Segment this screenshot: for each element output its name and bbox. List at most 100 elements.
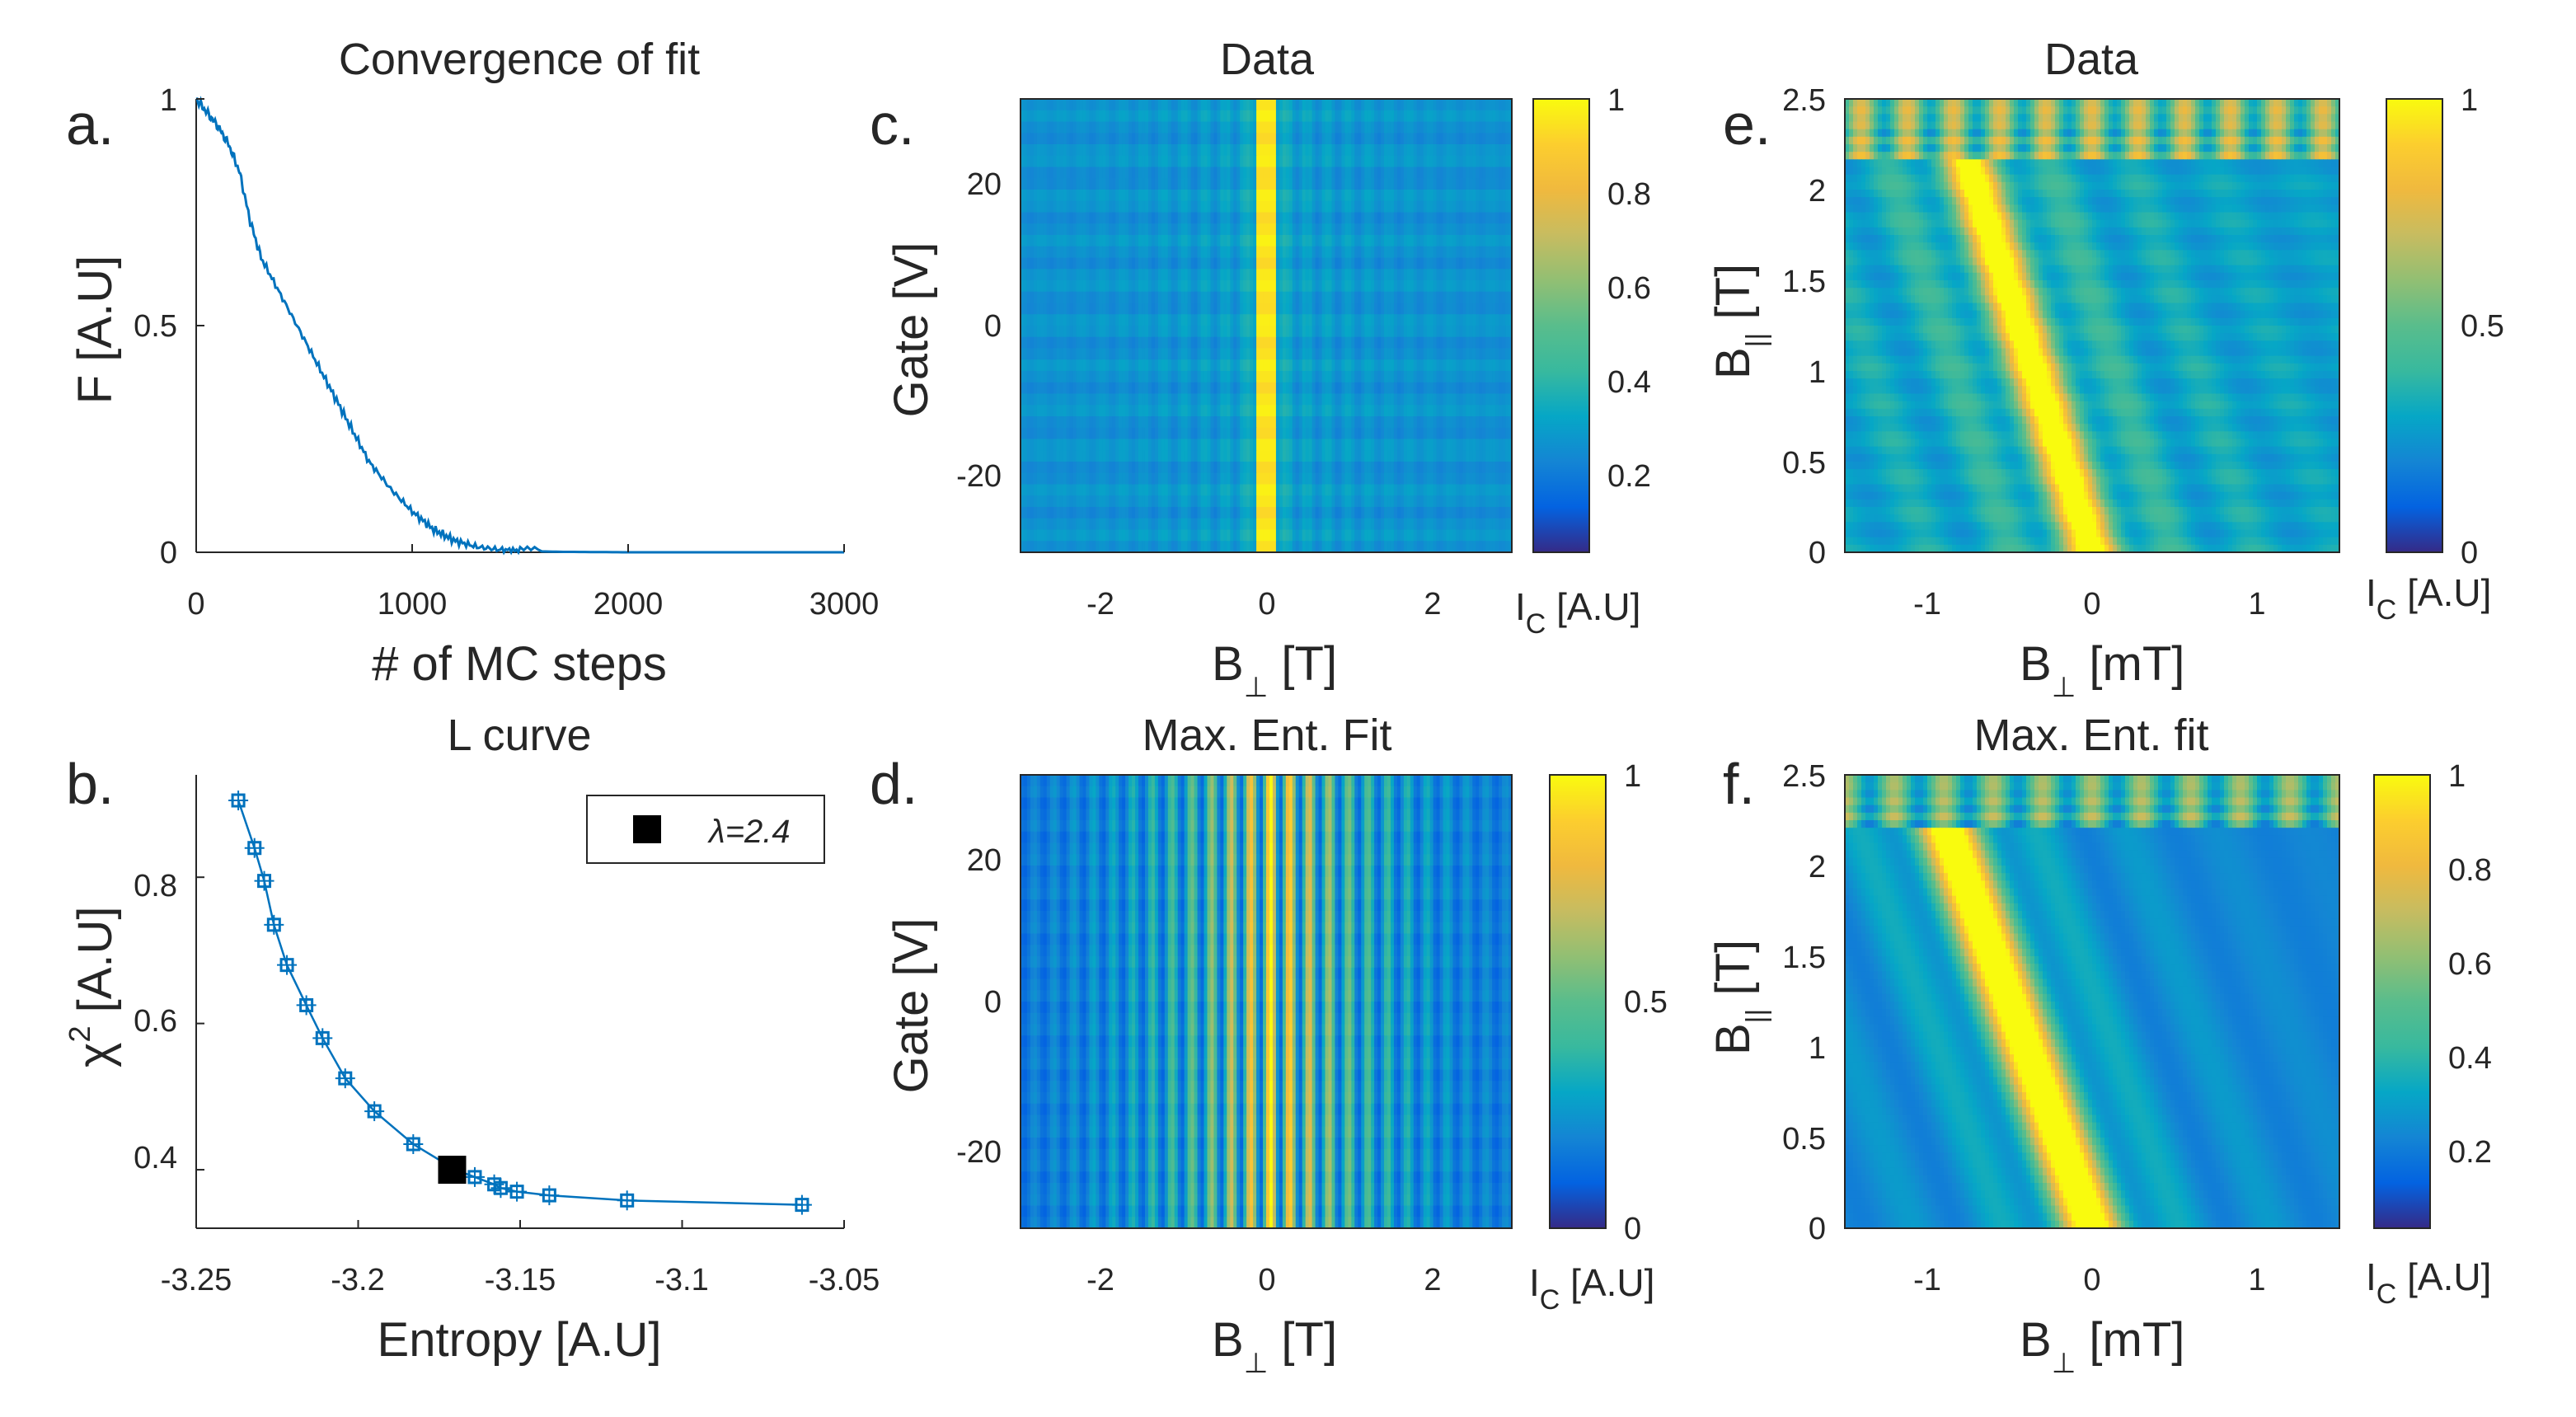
hm-c-cell: [1292, 269, 1297, 281]
hm-c-cell: [1272, 371, 1277, 383]
hm-c-cell: [1288, 200, 1293, 213]
hm-c-cell: [1288, 110, 1293, 123]
hm-c-cell: [1089, 336, 1094, 350]
hm-c-cell: [1479, 382, 1483, 395]
hm-c-cell: [1144, 178, 1149, 190]
hm-c-cell: [1266, 303, 1270, 315]
hm-c-cell: [1338, 167, 1342, 179]
hm-c-cell: [1341, 144, 1345, 157]
hm-c-cell: [1423, 382, 1428, 395]
hm-c-cell: [1348, 303, 1352, 315]
hm-c-cell: [1368, 235, 1372, 247]
hm-c-cell: [1338, 336, 1342, 350]
hm-c-cell: [1485, 291, 1490, 304]
hm-c-cell: [1056, 178, 1061, 190]
hm-c-cell: [1381, 326, 1385, 338]
hm-c-cell: [1495, 314, 1499, 326]
hm-c-cell: [1354, 257, 1358, 270]
hm-c-cell: [1210, 155, 1215, 168]
hm-c-cell: [1167, 416, 1172, 429]
hm-c-cell: [1154, 450, 1159, 462]
hm-c-cell: [1272, 223, 1277, 236]
hm-c-cell: [1112, 336, 1116, 350]
hm-c-cell: [1033, 212, 1038, 224]
hm-c-cell: [1026, 314, 1031, 326]
hm-c-cell: [1021, 269, 1025, 281]
hm-c-cell: [1243, 314, 1247, 326]
hm-c-cell: [1213, 178, 1218, 190]
hm-c-cell: [1197, 371, 1202, 383]
hm-c-cell: [1079, 336, 1084, 350]
hm-c-cell: [1344, 314, 1349, 326]
hm-c-cell: [1436, 314, 1441, 326]
hm-c-cell: [1026, 439, 1031, 451]
hm-c-cell: [1381, 371, 1385, 383]
hm-c-cell: [1429, 439, 1434, 451]
hm-c-cell: [1502, 382, 1506, 395]
hm-c-cell: [1331, 200, 1336, 213]
hm-c-cell: [1462, 371, 1466, 383]
hm-c-cell: [1190, 121, 1195, 134]
hm-c-cell: [1384, 235, 1388, 247]
panel-a-title: Convergence of fit: [339, 35, 700, 84]
hm-c-cell: [1109, 336, 1113, 350]
hm-c-cell: [1223, 416, 1227, 429]
hm-c-cell: [1109, 246, 1113, 259]
hm-c-cell: [1154, 110, 1159, 123]
hm-c-cell: [1364, 257, 1368, 270]
hm-c-cell: [1210, 348, 1215, 360]
hm-c-cell: [1240, 348, 1244, 360]
hm-c-cell: [1177, 393, 1182, 406]
hm-c-cell: [1105, 371, 1110, 383]
hm-c-cell: [1495, 257, 1499, 270]
hm-c-cell: [1102, 190, 1106, 202]
hm-c-cell: [1452, 235, 1457, 247]
hm-c-cell: [1217, 336, 1221, 350]
hm-c-cell: [1368, 212, 1372, 224]
hm-c-cell: [1335, 246, 1340, 259]
hm-c-cell: [1180, 212, 1185, 224]
hm-c-cell: [1466, 235, 1470, 247]
hm-c-cell: [1220, 212, 1224, 224]
hm-c-cell: [1230, 439, 1234, 451]
hm-c-cell: [1128, 393, 1133, 406]
hm-c-cell: [1082, 99, 1087, 111]
hm-c-cell: [1419, 382, 1424, 395]
hm-c-cell: [1439, 200, 1444, 213]
hm-c-cell: [1089, 326, 1094, 338]
hm-c-cell: [1413, 427, 1418, 440]
hm-c-cell: [1476, 291, 1480, 304]
hm-c-cell: [1151, 167, 1156, 179]
hm-c-cell: [1250, 336, 1254, 350]
hm-c-cell: [1197, 393, 1202, 406]
hm-c-cell: [1122, 269, 1126, 281]
hm-c-cell: [1142, 269, 1146, 281]
hm-c-cell: [1439, 393, 1444, 406]
hm-c-cell: [1164, 439, 1169, 451]
hm-c-cell: [1331, 303, 1336, 315]
hm-c-cell: [1167, 235, 1172, 247]
hm-c-cell: [1390, 235, 1395, 247]
hm-c-cell: [1292, 405, 1297, 417]
hm-c-cell: [1502, 336, 1506, 350]
hm-c-cell: [1305, 371, 1310, 383]
hm-c-cell: [1213, 110, 1218, 123]
hm-c-cell: [1128, 269, 1133, 281]
hm-c-cell: [1406, 269, 1411, 281]
hm-c-cell: [1220, 144, 1224, 157]
hm-c-cell: [1472, 280, 1476, 293]
hm-c-cell: [1096, 133, 1100, 145]
hm-c-cell: [1036, 416, 1041, 429]
hm-c-cell: [1256, 133, 1260, 145]
hm-c-cell: [1069, 303, 1074, 315]
hm-c-cell: [1089, 462, 1094, 474]
hm-c-cell: [1426, 235, 1431, 247]
hm-c-cell: [1066, 427, 1071, 440]
hm-c-cell: [1119, 200, 1123, 213]
hm-c-cell: [1456, 371, 1461, 383]
hm-c-cell: [1036, 178, 1041, 190]
hm-c-cell: [1364, 235, 1368, 247]
hm-c-cell: [1416, 427, 1421, 440]
hm-c-cell: [1479, 439, 1483, 451]
hm-c-cell: [1079, 190, 1084, 202]
